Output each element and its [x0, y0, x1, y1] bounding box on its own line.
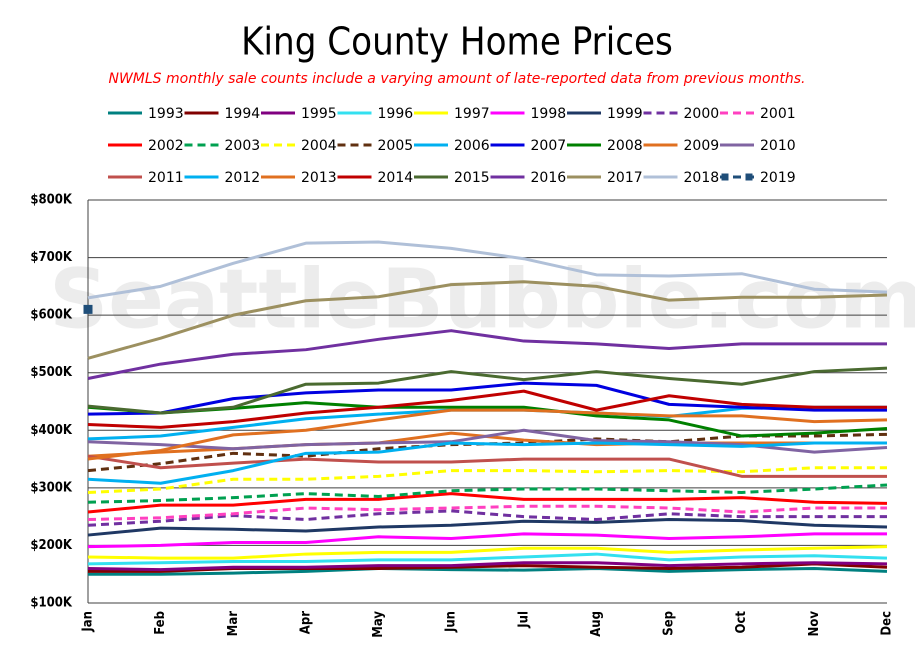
y-tick-label: $500K: [30, 365, 73, 380]
series-line: [87, 483, 888, 504]
legend-label: 1998: [531, 106, 567, 122]
legend-label: 2009: [684, 138, 720, 154]
series-line: [87, 389, 887, 429]
legend-marker: [721, 173, 729, 181]
legend-label: 2004: [301, 138, 337, 154]
x-tick-label: Nov: [807, 611, 822, 637]
chart-title: King County Home Prices: [241, 20, 673, 64]
point-marker: [83, 304, 93, 314]
x-tick-label: Apr: [298, 611, 313, 634]
legend-label: 2005: [378, 138, 414, 154]
x-tick-label: Feb: [153, 611, 168, 635]
legend-label: 2001: [760, 106, 796, 122]
series-line: [87, 381, 887, 416]
series-line: [87, 492, 888, 514]
legend-label: 1993: [148, 106, 184, 122]
series-line: [87, 454, 887, 478]
legend-label: 1999: [607, 106, 643, 122]
y-tick-label: $600K: [30, 308, 73, 323]
legend-label: 1997: [454, 106, 490, 122]
watermark: SeattleBubble.com: [49, 252, 915, 347]
legend-label: 2013: [301, 170, 337, 186]
legend-marker: [745, 173, 753, 181]
y-tick-label: $800K: [30, 193, 73, 208]
x-tick-label: Mar: [226, 611, 241, 637]
legend-label: 2002: [148, 138, 184, 154]
series-line: [87, 240, 888, 300]
series-line: [87, 466, 887, 494]
legend-label: 2018: [684, 170, 720, 186]
series-line: [87, 518, 888, 537]
y-tick-label: $100K: [30, 596, 73, 611]
series-line: [88, 566, 888, 576]
legend-label: 2019: [760, 170, 796, 186]
series-line: [87, 408, 888, 461]
series-line: [87, 504, 887, 522]
series-line: [87, 552, 888, 566]
legend-label: 2016: [531, 170, 567, 186]
legend-label: 2012: [225, 170, 261, 186]
y-tick-label: $300K: [30, 480, 73, 495]
y-tick-label: $400K: [30, 423, 73, 438]
legend-label: 1994: [225, 106, 261, 122]
legend-label: 2010: [760, 138, 796, 154]
series-line: [87, 280, 888, 360]
legend-label: 2015: [454, 170, 490, 186]
legend-label: 2007: [531, 138, 567, 154]
x-tick-label: Oct: [734, 611, 749, 634]
series-line: [87, 441, 887, 485]
x-tick-label: Sep: [662, 611, 677, 636]
legend-label: 1995: [301, 106, 337, 122]
legend-label: 1996: [378, 106, 414, 122]
legend-label: 2003: [225, 138, 261, 154]
x-tick-label: May: [371, 611, 386, 638]
x-tick-label: Dec: [880, 611, 895, 636]
series-line: [87, 545, 888, 560]
x-tick-label: Jan: [81, 611, 96, 633]
series-line: [87, 366, 888, 415]
x-tick-label: Jun: [444, 611, 459, 633]
y-tick-label: $200K: [30, 538, 73, 553]
chart-subtitle: NWMLS monthly sale counts include a vary…: [108, 71, 805, 87]
legend-label: 2000: [684, 106, 720, 122]
legend-label: 2006: [454, 138, 490, 154]
legend-label: 2017: [607, 170, 643, 186]
legend-label: 2014: [378, 170, 414, 186]
series-line: [87, 532, 887, 549]
series-line: [87, 329, 887, 380]
x-tick-label: Jul: [516, 611, 531, 629]
series-line: [87, 561, 888, 572]
series-line: [87, 509, 887, 527]
x-tick-label: Aug: [589, 611, 604, 637]
y-tick-label: $700K: [30, 250, 73, 265]
legend-label: 2008: [607, 138, 643, 154]
legend-label: 2011: [148, 170, 184, 186]
